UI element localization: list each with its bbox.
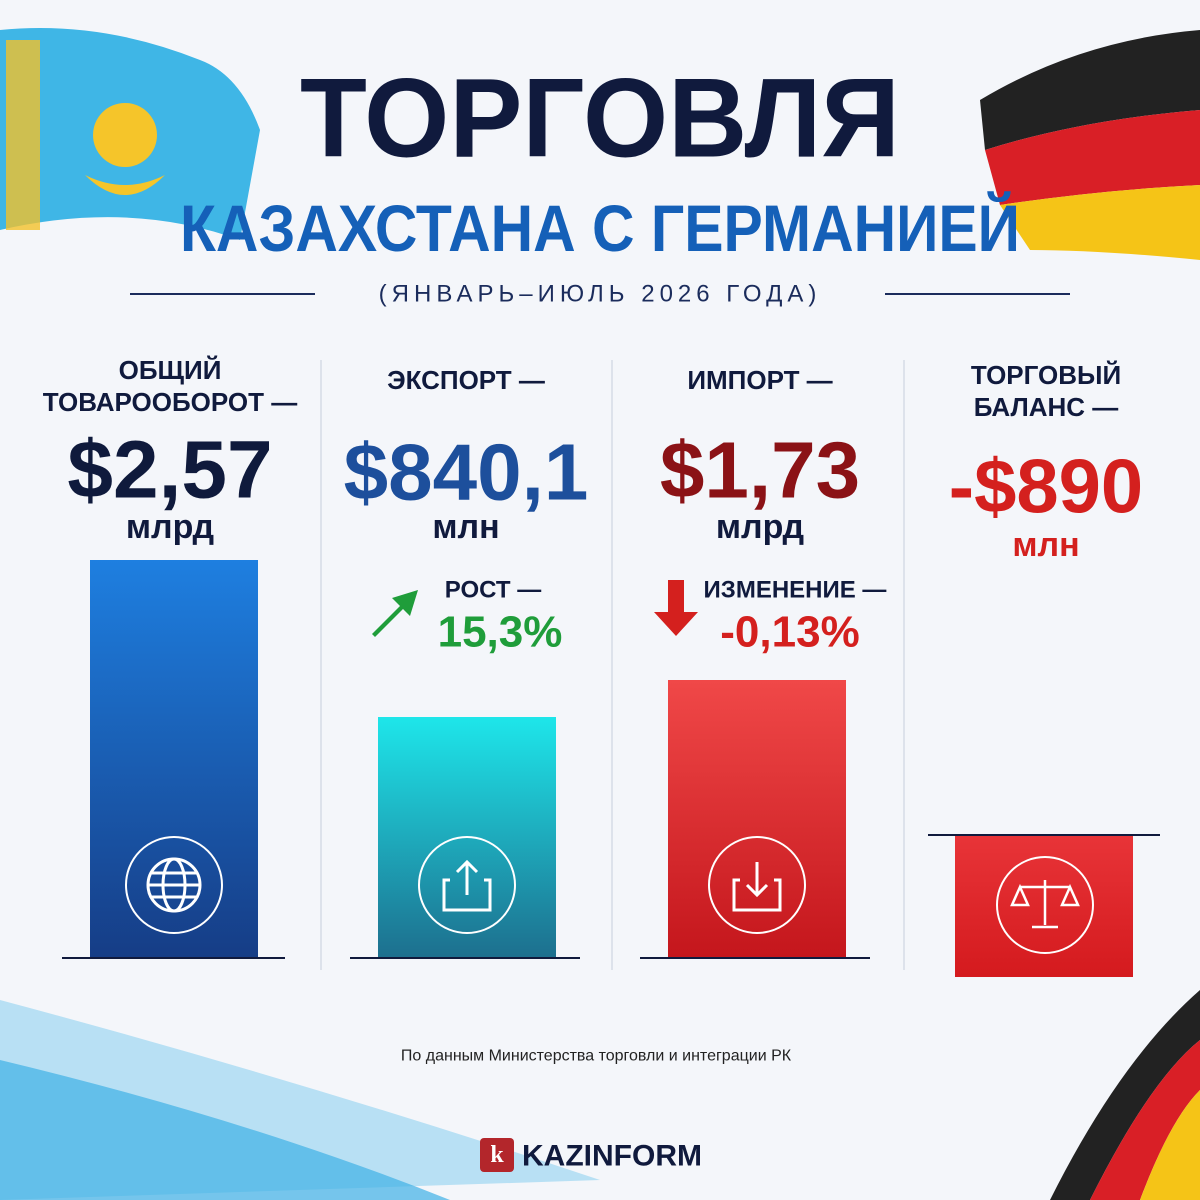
card-value: $1,73 xyxy=(660,426,860,515)
card-value: -$890 xyxy=(949,445,1143,530)
card-value: $2,57 xyxy=(67,425,272,516)
card-unit: млн xyxy=(432,508,499,546)
card-unit: млн xyxy=(1012,526,1079,564)
bar xyxy=(90,560,258,958)
card-label: ИМПОРТ — xyxy=(687,365,832,395)
change-label: РОСТ — xyxy=(445,577,541,604)
card-label: ОБЩИЙ xyxy=(119,355,222,385)
card-label: ТОВАРООБОРОТ — xyxy=(43,387,297,417)
card-label: ЭКСПОРТ — xyxy=(387,365,545,395)
scales-icon xyxy=(996,856,1094,954)
logo-letter: k xyxy=(490,1142,504,1168)
separators xyxy=(320,360,905,970)
bar xyxy=(668,680,846,958)
up-arrow xyxy=(372,590,418,637)
logo-box xyxy=(480,1138,514,1172)
brand: KAZINFORM xyxy=(522,1140,702,1173)
change-value: 15,3% xyxy=(438,608,563,657)
export-icon xyxy=(418,836,516,934)
source: По данным Министерства торговли и интегр… xyxy=(401,1048,792,1065)
globe-icon xyxy=(125,836,223,934)
card-label: ТОРГОВЫЙ xyxy=(971,360,1121,390)
change-label: ИЗМЕНЕНИЕ — xyxy=(704,577,887,604)
card-label: БАЛАНС — xyxy=(974,392,1119,422)
card-value: $840,1 xyxy=(344,428,589,517)
title: ТОРГОВЛЯ xyxy=(300,56,900,181)
subtitle: КАЗАХСТАНА С ГЕРМАНИЕЙ xyxy=(180,190,1020,265)
import-icon xyxy=(708,836,806,934)
card-unit: млрд xyxy=(716,508,804,546)
change-value: -0,13% xyxy=(720,608,859,657)
de-flag xyxy=(0,30,1200,1200)
card-unit: млрд xyxy=(126,508,214,546)
kz-flag xyxy=(0,28,260,240)
down-arrow xyxy=(654,580,698,636)
period: (ЯНВАРЬ–ИЮЛЬ 2026 ГОДА) xyxy=(379,281,822,308)
